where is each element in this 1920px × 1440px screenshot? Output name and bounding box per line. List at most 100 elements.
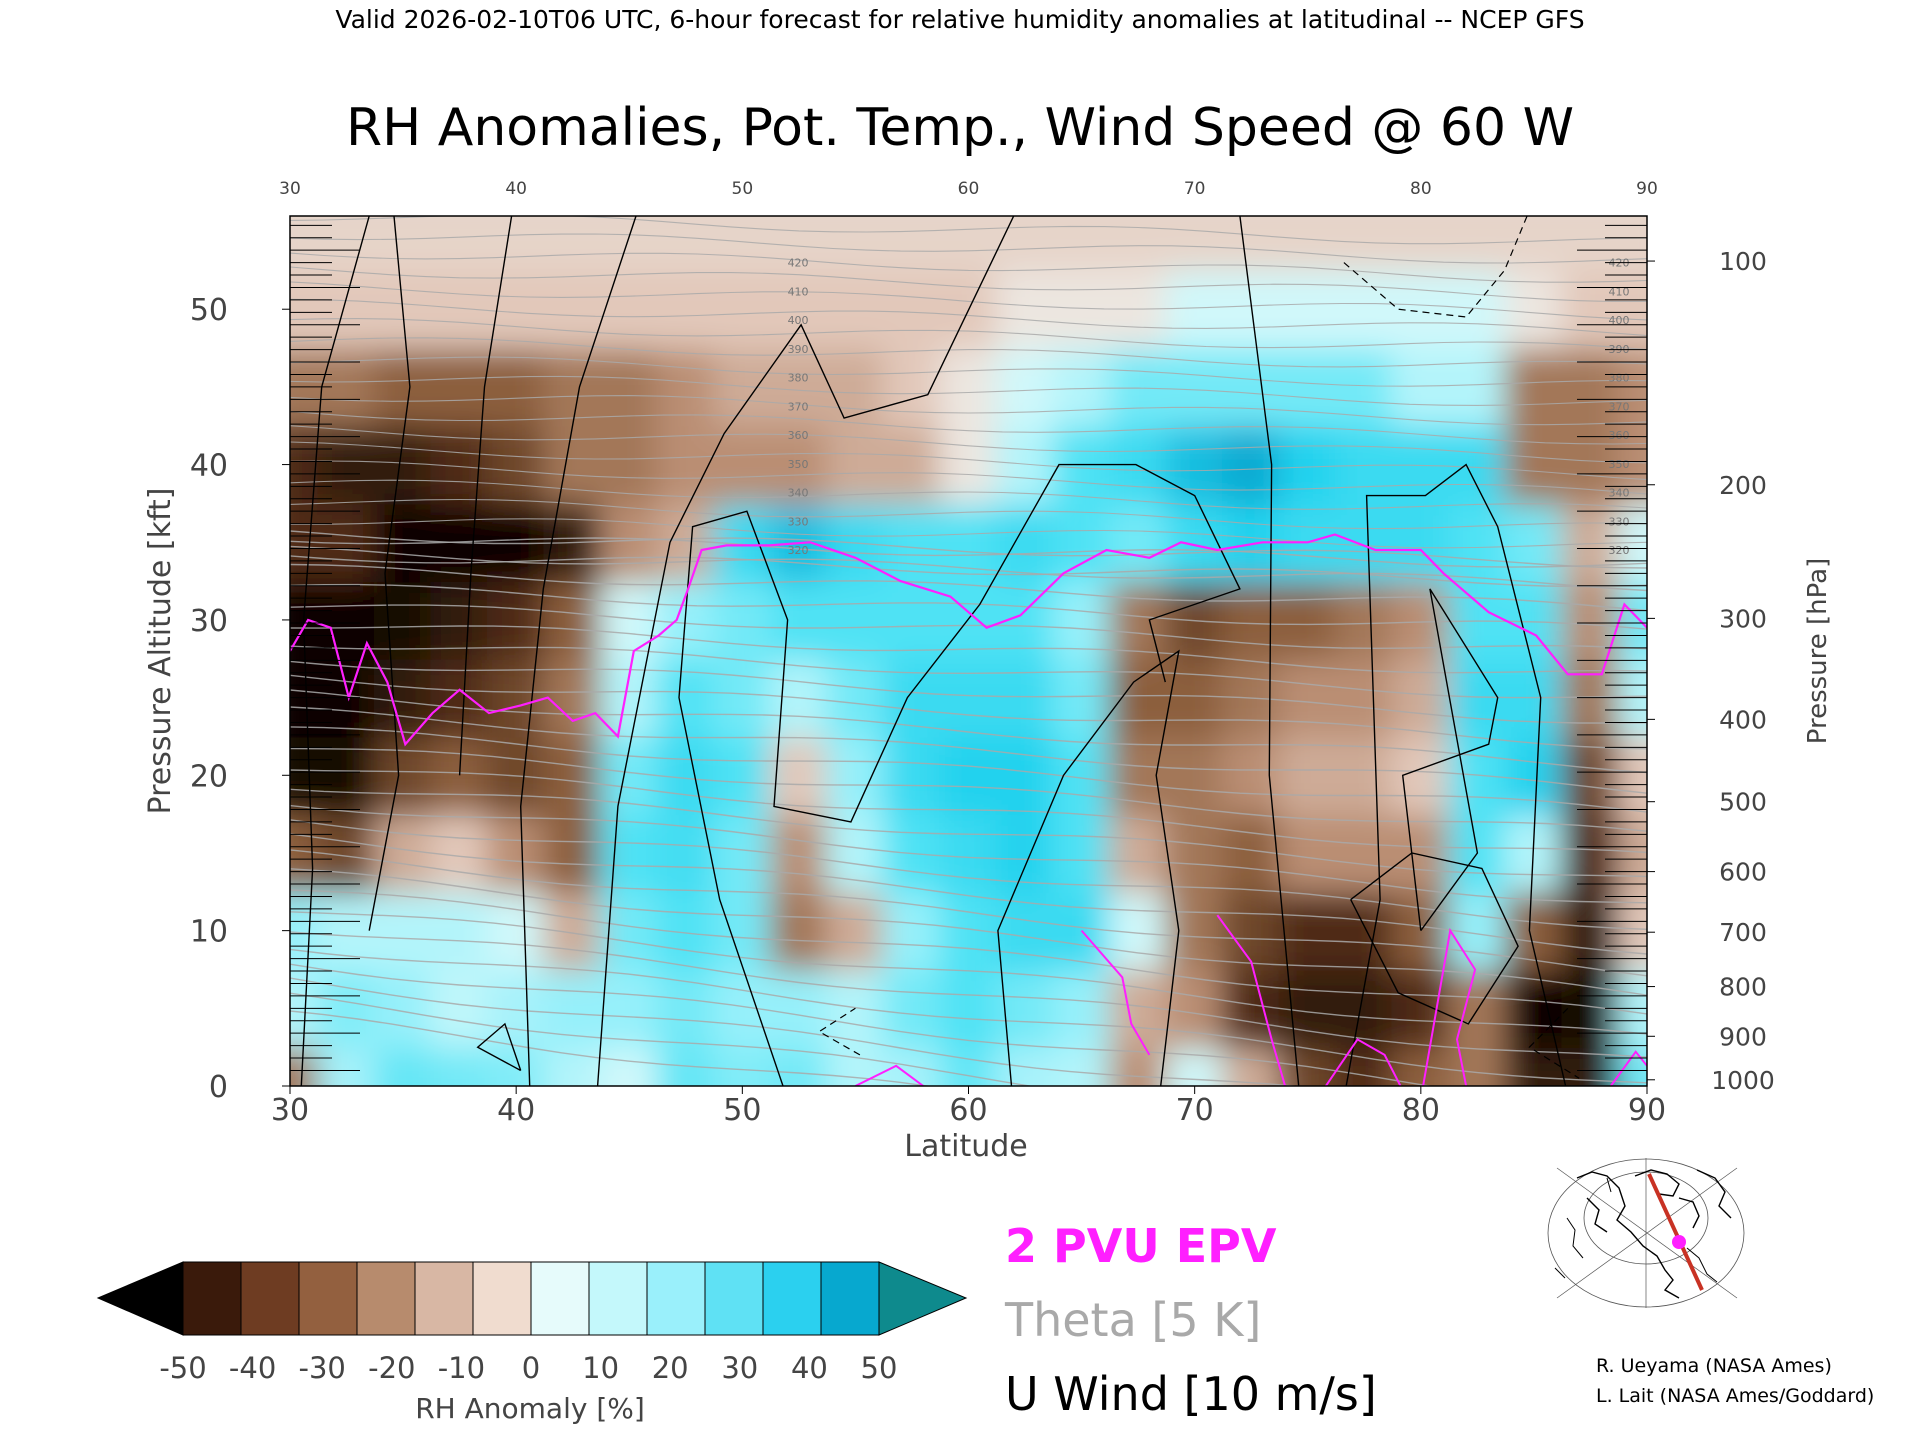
rh-cell <box>1335 347 1394 427</box>
theta-contour <box>290 545 1647 592</box>
theta-label: 360 <box>1609 429 1630 442</box>
rh-cell <box>430 813 489 893</box>
rh-cell <box>1108 580 1168 660</box>
rh-cell <box>995 216 1055 272</box>
rh-cell <box>317 813 376 893</box>
x-top-tick-label: 40 <box>505 179 527 199</box>
colorbar-cell <box>820 1261 880 1336</box>
rh-cell <box>1561 502 1620 583</box>
chart-title: RH Anomalies, Pot. Temp., Wind Speed @ 6… <box>346 98 1574 158</box>
theta-contour <box>290 555 1647 588</box>
y-right-tick-label: 700 <box>1719 918 1767 947</box>
rh-cell <box>939 813 998 893</box>
theta-contour <box>290 1010 933 1086</box>
rh-cell <box>317 1046 376 1086</box>
y-right-tick-label: 800 <box>1719 973 1767 1002</box>
rh-cell <box>713 657 772 738</box>
rh-cell <box>1335 735 1394 816</box>
rh-cell <box>995 269 1055 350</box>
theta-contour <box>290 804 1647 904</box>
rh-cell <box>1108 216 1168 272</box>
cross-section-line <box>1647 1173 1704 1291</box>
theta-contour <box>290 337 1647 368</box>
rh-cell <box>1165 269 1224 350</box>
theta-contour <box>290 518 1647 549</box>
rh-cell <box>1335 424 1394 505</box>
rh-cell <box>769 269 829 350</box>
rh-cell <box>1448 269 1507 350</box>
rh-cell <box>599 269 659 350</box>
wind-contours <box>300 216 1647 1086</box>
theta-label: 410 <box>1609 285 1630 298</box>
theta-contour <box>290 266 1647 303</box>
wind-contour <box>458 216 513 776</box>
rh-cell <box>1278 968 1338 1049</box>
wind-contour <box>1345 463 1567 1086</box>
epv-2pvu-segment <box>1080 929 1151 1056</box>
rh-cell <box>1448 216 1507 272</box>
rh-cell <box>1448 502 1507 583</box>
theta-label: 370 <box>788 400 809 413</box>
colorbar-tick: 30 <box>721 1351 758 1385</box>
rh-cell <box>1165 657 1224 738</box>
pressure-tick-lines <box>290 224 1647 1071</box>
rh-cell <box>939 735 998 816</box>
colorbar-tick: -40 <box>229 1351 276 1385</box>
rh-cell <box>1391 813 1451 893</box>
theta-contour <box>290 530 1647 569</box>
rh-cell <box>826 813 885 893</box>
theta-label: 330 <box>1609 515 1630 528</box>
rh-cell <box>1052 1046 1111 1086</box>
colorbar-right-arrow <box>878 1261 968 1336</box>
theta-contour <box>290 583 1647 630</box>
rh-cell <box>882 735 942 816</box>
rh-cell <box>1504 735 1564 816</box>
rh-cell <box>769 735 829 816</box>
rh-cell <box>882 890 942 971</box>
colorbar-tick: -30 <box>299 1351 346 1385</box>
theta-contour <box>290 356 1647 387</box>
epv-2pvu-segment <box>1324 1038 1402 1086</box>
theta-contour <box>290 889 1647 1015</box>
rh-cell <box>1278 216 1338 272</box>
theta-contour <box>290 849 1647 977</box>
locator-map <box>1547 1158 1745 1308</box>
rh-cell <box>1165 424 1224 505</box>
rh-cell <box>1391 735 1451 816</box>
theta-label: 360 <box>788 429 809 442</box>
rh-cell <box>373 735 433 816</box>
legend-epv: 2 PVU EPV <box>1005 1219 1277 1273</box>
rh-cell <box>430 269 489 350</box>
rh-cell <box>430 216 489 272</box>
rh-cell <box>1165 735 1224 816</box>
cross-section-marker <box>1672 1235 1686 1249</box>
rh-cell <box>826 347 885 427</box>
theta-contour <box>290 281 1647 321</box>
rh-cell <box>317 269 376 350</box>
colorbar-cell <box>646 1261 706 1336</box>
rh-cell <box>713 890 772 971</box>
theta-label: 350 <box>788 458 809 471</box>
rh-cell <box>1504 890 1564 971</box>
colorbar-tick: -10 <box>438 1351 485 1385</box>
x-top-tick-label: 60 <box>958 179 980 199</box>
theta-contour <box>290 911 1647 1035</box>
rh-cell <box>1448 580 1507 660</box>
theta-label: 400 <box>1609 314 1630 327</box>
x-top-tick-label: 80 <box>1410 179 1432 199</box>
rh-cell <box>939 890 998 971</box>
rh-cell <box>882 347 942 427</box>
rh-cell <box>543 580 602 660</box>
rh-cell <box>430 580 489 660</box>
rh-cell <box>1617 890 1647 971</box>
rh-cell <box>599 968 659 1049</box>
theta-contour <box>290 726 1647 813</box>
rh-cell <box>1391 347 1451 427</box>
rh-cell <box>656 657 716 738</box>
x-top-tick-label: 70 <box>1184 179 1206 199</box>
colorbar-cell <box>762 1261 822 1336</box>
map-meridian <box>1556 1167 1738 1299</box>
rh-cell <box>1617 813 1647 893</box>
theta-label: 330 <box>788 515 809 528</box>
y-right-tick-label: 400 <box>1719 705 1767 734</box>
